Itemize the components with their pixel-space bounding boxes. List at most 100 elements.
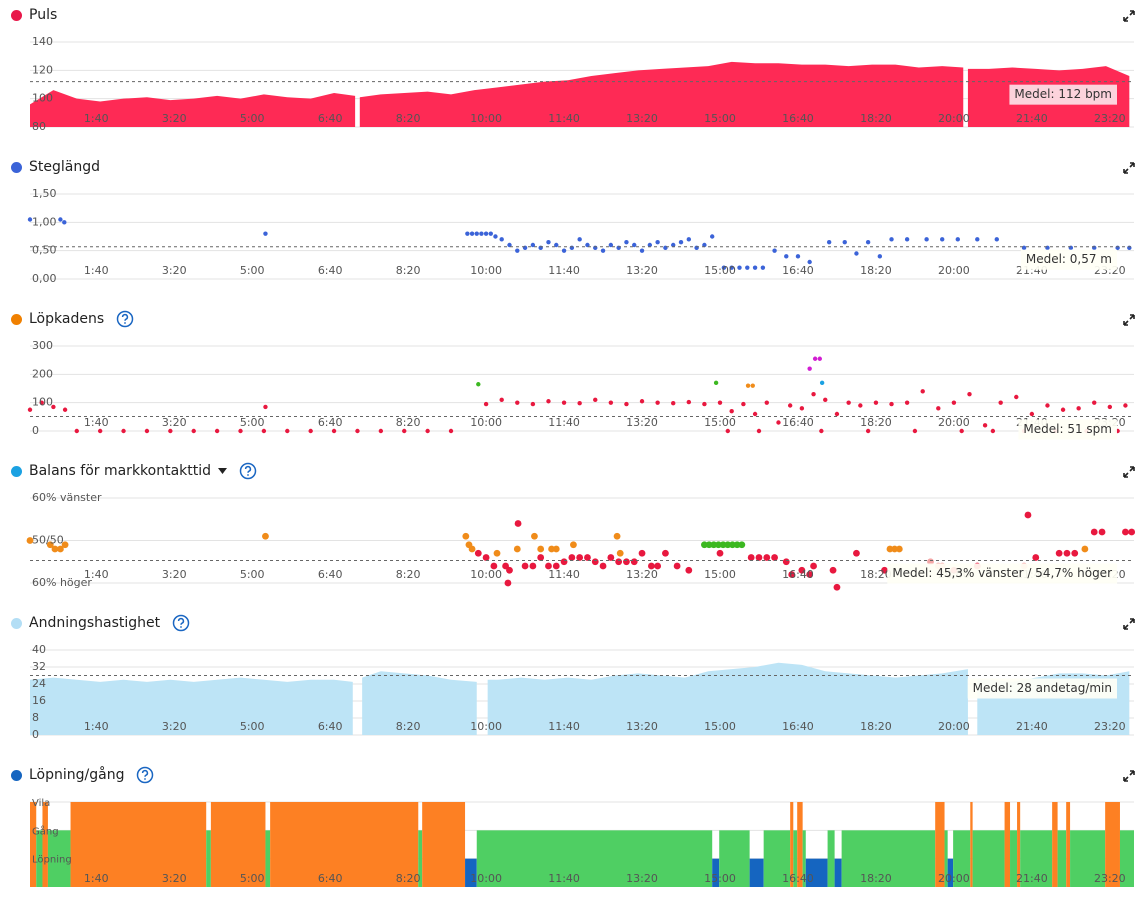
point bbox=[1029, 411, 1035, 417]
segment bbox=[1020, 830, 1053, 887]
segment bbox=[712, 858, 720, 887]
dropdown-icon[interactable] bbox=[218, 467, 228, 475]
y-tick-label: 0 bbox=[32, 424, 39, 437]
point bbox=[881, 566, 888, 574]
segment bbox=[790, 802, 794, 887]
point bbox=[713, 380, 719, 386]
point bbox=[263, 231, 268, 236]
expand-icon[interactable] bbox=[1123, 770, 1135, 782]
point bbox=[577, 237, 582, 242]
point bbox=[474, 549, 482, 557]
point bbox=[630, 558, 638, 566]
help-icon[interactable] bbox=[239, 462, 257, 480]
x-tick-label: 5:00 bbox=[240, 568, 265, 581]
chart-header: Andningshastighet bbox=[11, 614, 190, 632]
x-tick-label: 11:40 bbox=[548, 264, 580, 277]
x-tick-label: 23:20 bbox=[1094, 720, 1126, 733]
chart-header: Steglängd bbox=[11, 158, 100, 176]
expand-icon[interactable] bbox=[1123, 618, 1135, 630]
chart-header: Puls bbox=[11, 6, 57, 24]
point bbox=[1076, 406, 1081, 411]
y-tick-label: 16 bbox=[32, 694, 46, 707]
segment bbox=[805, 858, 828, 887]
expand-icon[interactable] bbox=[1123, 466, 1135, 478]
expand-icon[interactable] bbox=[1123, 314, 1135, 326]
x-tick-label: 20:00 bbox=[938, 872, 970, 885]
point bbox=[308, 428, 313, 434]
help-icon[interactable] bbox=[116, 310, 134, 328]
series-dot bbox=[11, 9, 22, 21]
segment bbox=[1010, 830, 1018, 887]
point bbox=[515, 248, 520, 253]
x-tick-label: 3:20 bbox=[162, 416, 187, 429]
point bbox=[214, 428, 220, 434]
point bbox=[756, 428, 762, 434]
point bbox=[889, 401, 894, 407]
point bbox=[608, 400, 614, 405]
x-tick-label: 18:20 bbox=[860, 872, 892, 885]
point bbox=[490, 562, 498, 570]
x-tick-label: 10:00 bbox=[470, 264, 502, 277]
x-tick-label: 1:40 bbox=[84, 872, 109, 885]
expand-icon[interactable] bbox=[1123, 162, 1135, 174]
segment bbox=[802, 830, 806, 887]
point bbox=[737, 265, 742, 270]
point bbox=[448, 428, 454, 434]
expand-icon[interactable] bbox=[1123, 10, 1135, 22]
x-tick-label: 15:00 bbox=[704, 416, 736, 429]
point bbox=[593, 397, 598, 403]
x-tick-label: 10:00 bbox=[470, 872, 502, 885]
y-tick-label: 0 bbox=[32, 728, 39, 741]
segment bbox=[210, 802, 266, 887]
chart: 0 100 200 300 1:40 3:20 5:00 6:40 8:20 10:00 11:40… bbox=[27, 339, 1134, 440]
x-tick-label: 8:20 bbox=[396, 416, 421, 429]
y-tick-label: 80 bbox=[32, 120, 46, 133]
chart-panel: 0 8 16 24 32 40 1:40 3:20 5:00 6:40 8:20 10:00 11:40… bbox=[0, 608, 1146, 747]
point bbox=[834, 411, 840, 417]
point bbox=[615, 558, 623, 566]
point bbox=[561, 248, 567, 253]
help-icon[interactable] bbox=[136, 766, 154, 784]
point bbox=[873, 400, 879, 405]
point bbox=[632, 242, 637, 248]
y-tick-label: 0,00 bbox=[32, 272, 57, 285]
segment bbox=[1066, 802, 1071, 887]
point bbox=[493, 549, 501, 557]
point bbox=[608, 242, 614, 248]
point bbox=[877, 254, 883, 259]
segment bbox=[947, 858, 954, 887]
point bbox=[763, 554, 771, 561]
x-tick-label: 21:40 bbox=[1016, 720, 1048, 733]
x-tick-label: 20:00 bbox=[938, 112, 970, 125]
point bbox=[1032, 554, 1040, 561]
point bbox=[990, 428, 996, 434]
series-dot bbox=[11, 313, 22, 325]
y-tick-label: 32 bbox=[32, 660, 46, 673]
series-dot bbox=[11, 465, 22, 477]
y-tick-label: 140 bbox=[32, 35, 53, 48]
x-tick-label: 11:40 bbox=[548, 872, 580, 885]
chart-title: Löpkadens bbox=[29, 311, 105, 327]
point bbox=[1024, 511, 1032, 519]
x-tick-label: 11:40 bbox=[548, 568, 580, 581]
chart: 60% höger 50/50 60% vänster 1:40 3:20 5:00 6:4… bbox=[26, 491, 1136, 591]
point bbox=[1045, 403, 1050, 408]
point bbox=[959, 428, 964, 434]
x-tick-label: 18:20 bbox=[860, 416, 892, 429]
x-tick-label: 3:20 bbox=[162, 872, 187, 885]
series-dot bbox=[11, 617, 22, 629]
point bbox=[1071, 549, 1079, 557]
point bbox=[168, 428, 173, 434]
help-icon[interactable] bbox=[172, 614, 190, 632]
point bbox=[826, 239, 832, 245]
point bbox=[61, 541, 69, 549]
point bbox=[772, 248, 777, 253]
segment bbox=[953, 830, 971, 887]
point bbox=[624, 401, 629, 407]
segment bbox=[1119, 830, 1134, 887]
point bbox=[238, 428, 243, 434]
point bbox=[26, 537, 34, 544]
point bbox=[1014, 394, 1019, 400]
point bbox=[738, 541, 746, 549]
point bbox=[554, 242, 559, 248]
